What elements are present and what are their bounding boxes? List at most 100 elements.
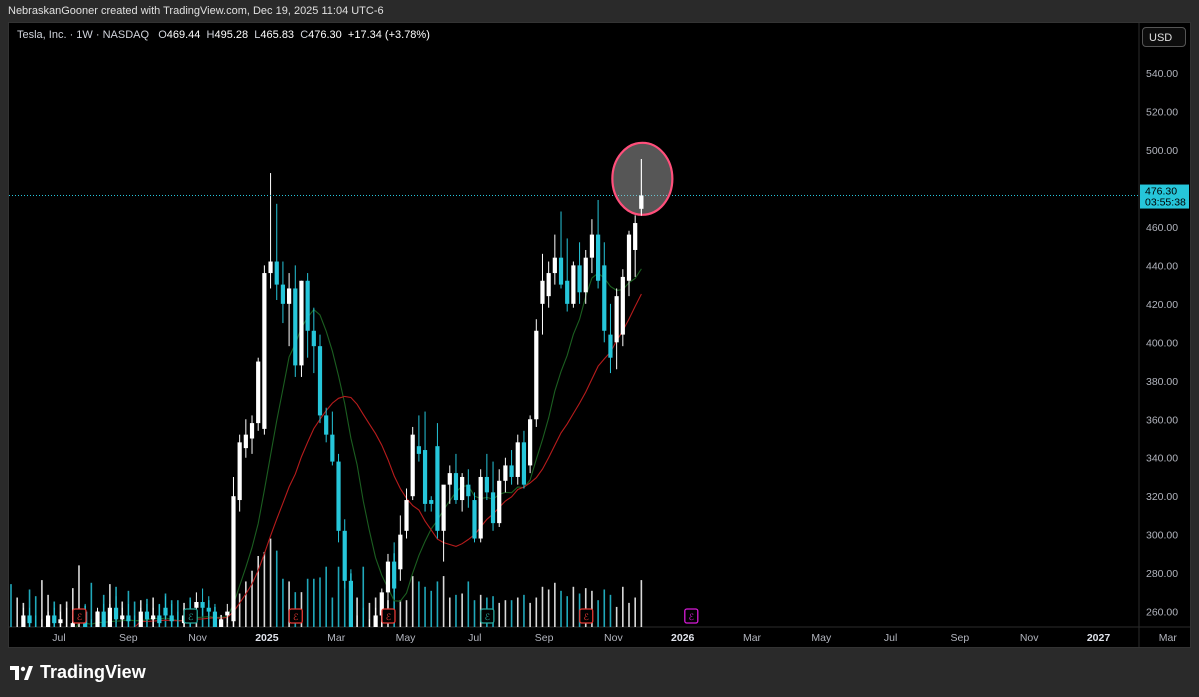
y-tick-label: 260.00 [1146, 607, 1178, 619]
volume-bar [47, 594, 49, 627]
candle-body [447, 473, 452, 485]
x-tick-label: Nov [188, 632, 207, 644]
candle-body [52, 615, 57, 624]
last-price-tag [1140, 184, 1189, 209]
volume-bar [34, 596, 37, 627]
candle-body [565, 280, 570, 304]
candle-body [151, 615, 156, 620]
volume-bar [411, 576, 414, 627]
candle-body [317, 346, 323, 416]
candle-body [490, 492, 496, 524]
candle-body [589, 234, 595, 258]
candle-body [540, 280, 545, 304]
candle-body [126, 615, 131, 622]
volume-bar [628, 602, 630, 627]
candle-body [330, 434, 335, 462]
volume-bar [504, 600, 507, 627]
tradingview-brand: TradingView [40, 662, 146, 682]
x-tick-label: May [396, 632, 417, 644]
candle-body [435, 446, 440, 531]
symbol-label: Tesla, Inc. · 1W · NASDAQ [17, 29, 150, 41]
candle-body [268, 261, 273, 274]
volume-bar [282, 578, 284, 627]
volume-bar [251, 570, 253, 627]
candle-body [101, 611, 106, 627]
volume-bar [603, 589, 606, 627]
volume-bar [516, 597, 519, 627]
volume-bar [16, 597, 18, 627]
candle-body [528, 419, 533, 466]
candle-body [95, 611, 100, 627]
earnings-marker-glyph: ℰ [293, 612, 299, 622]
candle-body [138, 611, 143, 627]
earnings-marker-glyph: ℰ [77, 612, 83, 622]
volume-bar [245, 581, 247, 627]
candle-body [515, 442, 520, 477]
y-tick-label: 420.00 [1146, 299, 1178, 311]
candle-body [497, 480, 502, 524]
candle-body [324, 415, 329, 435]
candle-body [311, 330, 316, 347]
candle-body [120, 615, 125, 620]
volume-bar [337, 566, 340, 627]
candle-body [534, 330, 539, 420]
candle-body [225, 611, 230, 616]
volume-bar [430, 590, 433, 627]
chart-caption: NebraskanGooner created with TradingView… [0, 0, 1199, 22]
candle-body [206, 607, 211, 612]
candle-body [176, 627, 180, 631]
volume-bar [541, 586, 544, 627]
candle-body [602, 265, 607, 331]
volume-bar [473, 600, 476, 627]
close-label: C [300, 29, 309, 41]
candle-body [546, 273, 551, 297]
volume-bar [640, 580, 643, 627]
tradingview-logo[interactable]: TradingView [10, 662, 146, 683]
candle-body [503, 465, 508, 481]
candle-body [40, 627, 44, 635]
x-tick-label: Jul [468, 632, 481, 644]
earnings-marker-icon [183, 608, 198, 624]
candle-body [410, 434, 415, 497]
volume-bar [257, 555, 259, 627]
volume-bar [597, 600, 599, 627]
candle-body [552, 257, 557, 274]
earnings-marker-glyph: ℰ [485, 612, 491, 622]
volume-bar [455, 594, 457, 627]
volume-bar [523, 594, 525, 627]
currency-button[interactable]: USD [1142, 27, 1186, 47]
candle-body [200, 601, 205, 608]
chart-pane[interactable]: Tesla, Inc. · 1W · NASDAQ O469.44 H495.2… [8, 22, 1191, 648]
x-tick-label: Nov [1020, 632, 1039, 644]
candle-body [367, 627, 371, 646]
candle-body [460, 476, 465, 501]
high-label: H [206, 29, 215, 41]
last-price-value: 476.30 [1145, 186, 1177, 198]
candle-body [212, 611, 218, 627]
candle-body [626, 234, 632, 281]
volume-bar [436, 581, 439, 627]
close-value: 476.30 [308, 29, 342, 41]
open-value: 469.44 [166, 29, 201, 41]
candle-body [21, 615, 26, 627]
x-tick-label: Sep [535, 632, 554, 644]
x-tick-label: Sep [951, 632, 970, 644]
low-value: 465.83 [260, 29, 295, 41]
volume-bar [535, 597, 538, 627]
volume-bar [442, 576, 445, 627]
volume-bar [368, 602, 371, 627]
earnings-marker-glyph: ℰ [386, 612, 392, 622]
candle-body [342, 530, 347, 581]
candle-body [385, 561, 391, 593]
candle-body [256, 361, 261, 424]
volume-bar [10, 584, 12, 627]
candle-body [422, 450, 428, 504]
earnings-marker-icon [684, 608, 699, 624]
volume-bar [325, 566, 327, 627]
low-label: L [254, 29, 261, 41]
candle-body [107, 607, 112, 627]
y-tick-label: 440.00 [1146, 260, 1178, 272]
volume-bar [319, 577, 321, 627]
candle-body [157, 615, 162, 624]
x-tick-label: 2026 [671, 632, 695, 644]
